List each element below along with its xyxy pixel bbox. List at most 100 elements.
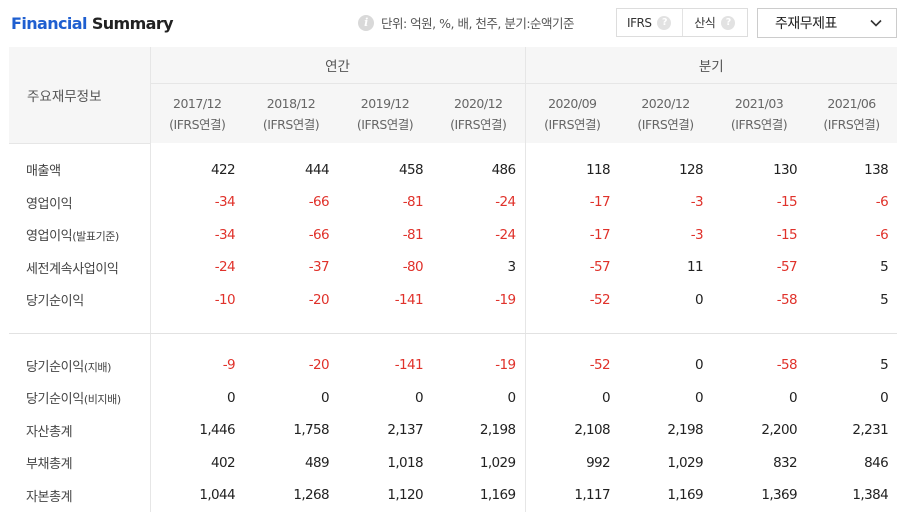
info-icon[interactable]: i [358,14,374,31]
row-label-text: 자본총계 [26,489,73,505]
value-cell: 1,029 [479,454,516,471]
value-cell: -15 [776,226,798,243]
value-cell: 2,198 [479,422,516,439]
period-header: 2020/12 (IFRS연결) [619,83,713,143]
value-cell: 3 [507,259,517,276]
table-row: 자산총계 1,446 1,758 2,137 2,198 2,108 2,198 2,200 2… [9,414,897,447]
value-cell: 0 [149,381,244,414]
value-cell: 2,198 [667,422,704,439]
ifrs-option[interactable]: IFRS? [617,9,682,36]
value-cell: 444 [305,161,330,178]
value-cell: 5 [880,259,889,276]
value-cell: -15 [776,194,798,211]
row-label-text: 당기순이익 [26,294,84,310]
period-header: 2020/12 (IFRS연결) [432,83,526,143]
value-cell: 832 [773,454,798,471]
formula-option[interactable]: 산식? [681,9,748,36]
value-cell: 0 [695,357,704,374]
value-cell: 1,446 [149,414,244,447]
value-cell: -9 [149,349,244,382]
value-cell: 128 [679,161,704,178]
row-label: 당기순이익(지배) [9,349,150,382]
period-basis: (IFRS연결) [637,116,694,132]
value-cell: 138 [864,161,889,178]
value-cell: 1,384 [852,487,889,504]
row-label-text: 당기순이익 [26,392,84,408]
row-label-text: 자산총계 [26,424,73,440]
value-cell: -34 [149,218,244,251]
row-label: 매출액 [9,154,150,187]
table-body: 매출액 422 444 458 486 118 128 130 138 영업이익 -34 -66 -81… [9,143,898,512]
period-basis: (IFRS연결) [169,116,226,132]
spacer-row [9,316,898,334]
value-cell: -17 [524,218,620,251]
value-cell: -52 [524,283,620,316]
period-basis: (IFRS연결) [544,116,601,132]
value-cell: -80 [402,259,424,276]
row-label-text: 당기순이익 [26,359,84,375]
financial-summary-table: 주요재무정보 연간 분기 2017/12 (IFRS연결) 2018/12 (IFRS… [9,47,898,512]
table-row: 영업이익 -34 -66 -81 -24 -17 -3 -15 -6 [9,186,897,219]
value-cell: -19 [495,357,516,374]
table-row: 세전계속사업이익 -24 -37 -80 3 -57 11 -57 5 [9,251,897,284]
ifrs-label: IFRS [627,15,652,30]
row-label-text: 영업이익 [26,196,73,212]
value-cell: 1,117 [524,479,620,512]
value-cell: 486 [491,161,517,178]
period-basis: (IFRS연결) [356,116,414,132]
group-annual: 연간 [149,47,526,84]
value-cell: -20 [308,357,330,374]
period-date: 2018/12 [266,95,316,111]
row-label-sub: (발표기준) [72,230,119,244]
period-header: 2020/09 (IFRS연결) [524,83,620,143]
question-icon[interactable]: ? [657,15,672,30]
value-cell: 402 [149,446,244,479]
value-cell: 1,029 [667,454,704,471]
value-cell: 11 [687,259,704,276]
table-row: 당기순이익(비지배) 0 0 0 0 0 0 0 0 [9,381,897,415]
row-label: 자산총계 [9,414,150,447]
row-label: 부채총계 [9,447,150,480]
value-cell: -141 [394,291,424,308]
value-cell: 0 [695,389,704,406]
table-row: 영업이익(발표기준) -34 -66 -81 -24 -17 -3 -15 -6 [9,218,897,251]
statement-select[interactable]: 주재무제표 [757,8,897,38]
row-label-text: 영업이익 [26,229,73,245]
value-cell: 1,018 [387,454,423,471]
period-date: 2021/06 [827,95,876,111]
value-cell: 846 [864,454,889,471]
value-cell: -66 [308,226,330,243]
row-label: 당기순이익(비지배) [9,382,150,415]
table-row: 자본총계 1,044 1,268 1,120 1,169 1,117 1,169 1,369 1… [9,479,897,512]
table-row: 부채총계 402 489 1,018 1,029 992 1,029 832 846 [9,446,897,480]
value-cell: -6 [875,226,889,243]
value-cell: -58 [776,357,798,374]
value-cell: 5 [880,357,889,374]
statement-select-value: 주재무제표 [775,16,837,32]
period-header: 2021/06 (IFRS연결) [806,83,898,143]
value-cell: 0 [880,389,889,406]
row-label-text: 매출액 [26,164,61,180]
value-cell: 1,120 [387,487,423,504]
table-row: 당기순이익(지배) -9 -20 -141 -19 -52 0 -58 5 [9,349,897,382]
period-header: 2018/12 (IFRS연결) [244,83,338,143]
value-cell: 2,200 [761,422,798,439]
value-cell: 2,108 [524,414,620,447]
value-cell: 0 [524,381,620,414]
value-cell: -17 [524,186,620,219]
corner-label: 주요재무정보 [9,47,150,144]
row-label-text: 부채총계 [26,457,73,473]
value-cell: -24 [495,194,516,211]
table-row: 당기순이익 -10 -20 -141 -19 -52 0 -58 5 [9,283,897,316]
value-cell: 0 [415,389,424,406]
value-cell: -37 [308,259,330,276]
value-cell: -52 [524,349,620,382]
value-cell: 2,231 [852,422,889,439]
spacer-row [9,143,897,154]
value-cell: 118 [524,153,620,186]
period-basis: (IFRS연결) [823,116,880,132]
unit-info: i 단위: 억원, %, 배, 천주, 분기:순액기준 [358,13,575,32]
question-icon[interactable]: ? [721,15,736,30]
formula-label: 산식 [694,16,716,30]
value-cell: -66 [308,194,330,211]
